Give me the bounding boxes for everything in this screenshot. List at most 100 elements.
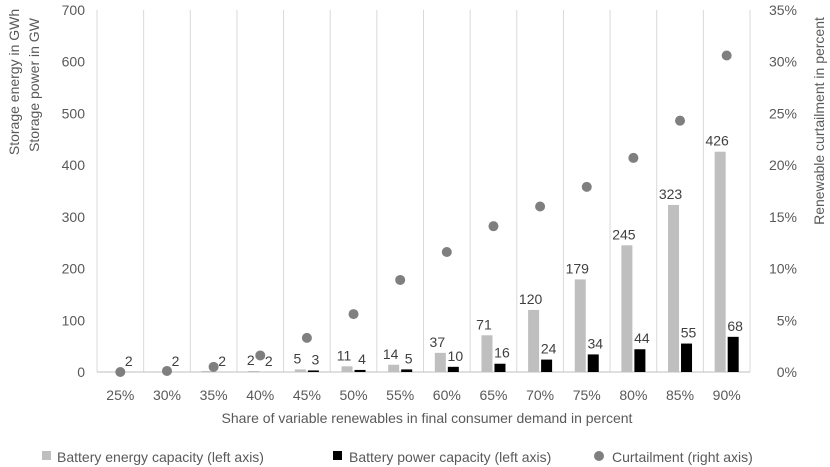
x-tick-65%: 65% — [479, 387, 507, 403]
energy-label-75%: 179 — [566, 260, 590, 276]
energy-bar-60% — [434, 352, 446, 372]
power-label-60%: 10 — [448, 348, 464, 364]
y-tick-100: 100 — [62, 312, 86, 328]
power-label-30%: 2 — [172, 353, 180, 369]
right-axis-ticks: 0% 5% 10% 15% 20% 25% 30% 35% — [769, 2, 797, 380]
curtailment-point-50% — [348, 309, 359, 320]
y2-tick-1: 5% — [777, 312, 797, 328]
x-axis-ticks: 25% 30% 35% 40% 45% 50% 55% 60% 65% 70% 75% 80% 85% 9… — [106, 387, 740, 403]
power-bar-55% — [401, 369, 413, 372]
energy-label-65%: 71 — [476, 316, 492, 332]
left-axis-ticks: 0 100 200 300 400 500 600 700 — [62, 2, 86, 380]
y2-tick-5: 25% — [769, 105, 797, 121]
y-tick-700: 700 — [62, 2, 86, 18]
y2-tick-6: 30% — [769, 54, 797, 70]
legend-label-power: Battery power capacity (left axis) — [349, 449, 551, 465]
legend-marker-curtailment — [594, 451, 604, 461]
power-bar-90% — [727, 336, 739, 372]
y-tick-500: 500 — [62, 105, 86, 121]
legend-label-curtailment: Curtailment (right axis) — [612, 449, 753, 465]
y-tick-300: 300 — [62, 209, 86, 225]
power-bar-45% — [307, 370, 319, 372]
power-bar-80% — [634, 349, 646, 372]
curtailment-point-35% — [208, 361, 219, 372]
x-tick-25%: 25% — [106, 387, 134, 403]
curtailment-point-60% — [441, 247, 452, 258]
x-tick-90%: 90% — [713, 387, 741, 403]
battery-energy-bars — [201, 151, 726, 372]
power-label-85%: 55 — [681, 325, 697, 341]
x-tick-85%: 85% — [666, 387, 694, 403]
x-axis-title: Share of variable renewables in final co… — [222, 410, 633, 426]
energy-label-40%: 2 — [247, 352, 255, 368]
power-label-90%: 68 — [727, 318, 743, 334]
energy-label-55%: 14 — [383, 346, 399, 362]
y2-tick-7: 35% — [769, 2, 797, 18]
power-label-65%: 16 — [494, 345, 510, 361]
energy-bar-45% — [294, 369, 306, 372]
power-bar-60% — [447, 366, 459, 372]
y2-tick-0: 0% — [777, 364, 797, 380]
power-label-25%: 2 — [125, 353, 133, 369]
battery-power-bars — [307, 336, 739, 372]
y-tick-200: 200 — [62, 261, 86, 277]
legend-swatch-energy — [42, 451, 51, 460]
y2-tick-3: 15% — [769, 209, 797, 225]
x-tick-80%: 80% — [619, 387, 647, 403]
energy-label-60%: 37 — [430, 334, 446, 350]
energy-label-90%: 426 — [705, 133, 729, 149]
x-tick-30%: 30% — [153, 387, 181, 403]
power-label-75%: 34 — [587, 335, 603, 351]
power-label-40%: 2 — [265, 353, 273, 369]
energy-bar-55% — [388, 364, 400, 372]
curtailment-point-80% — [628, 152, 639, 163]
x-tick-35%: 35% — [200, 387, 228, 403]
x-tick-75%: 75% — [573, 387, 601, 403]
x-tick-40%: 40% — [246, 387, 274, 403]
curtailment-point-25% — [115, 367, 126, 377]
energy-label-45%: 5 — [293, 350, 301, 366]
power-bar-65% — [494, 363, 506, 372]
curtailment-points — [115, 50, 732, 377]
energy-bar-85% — [668, 204, 680, 372]
power-label-50%: 4 — [358, 351, 366, 367]
energy-bar-50% — [341, 366, 353, 372]
curtailment-point-75% — [581, 181, 592, 192]
legend-label-energy: Battery energy capacity (left axis) — [57, 449, 264, 465]
y2-tick-4: 20% — [769, 157, 797, 173]
power-label-55%: 5 — [405, 350, 413, 366]
energy-bar-70% — [528, 309, 540, 372]
x-tick-70%: 70% — [526, 387, 554, 403]
power-bar-50% — [354, 369, 366, 372]
curtailment-point-70% — [535, 201, 546, 212]
curtailment-point-55% — [395, 274, 406, 285]
power-bar-85% — [681, 343, 693, 372]
curtailment-point-65% — [488, 221, 499, 232]
y-tick-400: 400 — [62, 157, 86, 173]
energy-bar-80% — [621, 245, 633, 372]
power-bar-70% — [541, 359, 553, 372]
energy-bar-40% — [248, 370, 260, 372]
curtailment-point-30% — [161, 365, 172, 376]
curtailment-point-85% — [675, 115, 686, 126]
x-tick-60%: 60% — [433, 387, 461, 403]
x-tick-50%: 50% — [340, 387, 368, 403]
y-axis-title-line-1: Storage energy in GWh — [6, 9, 22, 155]
legend-swatch-power — [333, 451, 342, 460]
y-axis-title-line-2: Storage power in GW — [26, 17, 42, 152]
power-label-45%: 3 — [311, 351, 319, 367]
energy-label-85%: 323 — [659, 186, 683, 202]
curtailment-point-90% — [721, 50, 732, 61]
energy-bar-35% — [201, 370, 213, 372]
x-tick-45%: 45% — [293, 387, 321, 403]
legend: Battery energy capacity (left axis) Batt… — [42, 449, 753, 465]
energy-bar-75% — [574, 279, 586, 372]
curtailment-point-45% — [301, 332, 312, 343]
y2-axis-title: Renewable curtailment in percent — [811, 17, 827, 225]
energy-bar-90% — [714, 151, 726, 372]
category-gridlines — [96, 10, 751, 372]
power-label-35%: 2 — [218, 353, 226, 369]
power-bar-75% — [587, 354, 599, 372]
